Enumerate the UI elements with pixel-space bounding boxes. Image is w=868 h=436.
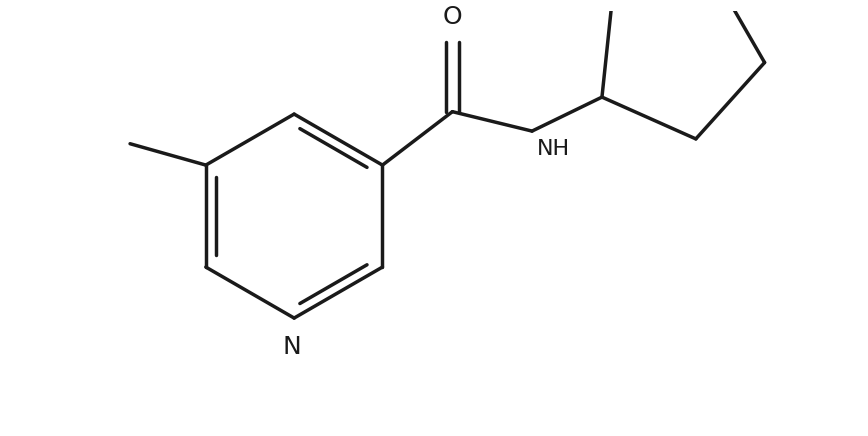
- Text: O: O: [443, 5, 462, 29]
- Text: NH: NH: [537, 139, 570, 159]
- Text: N: N: [283, 334, 301, 358]
